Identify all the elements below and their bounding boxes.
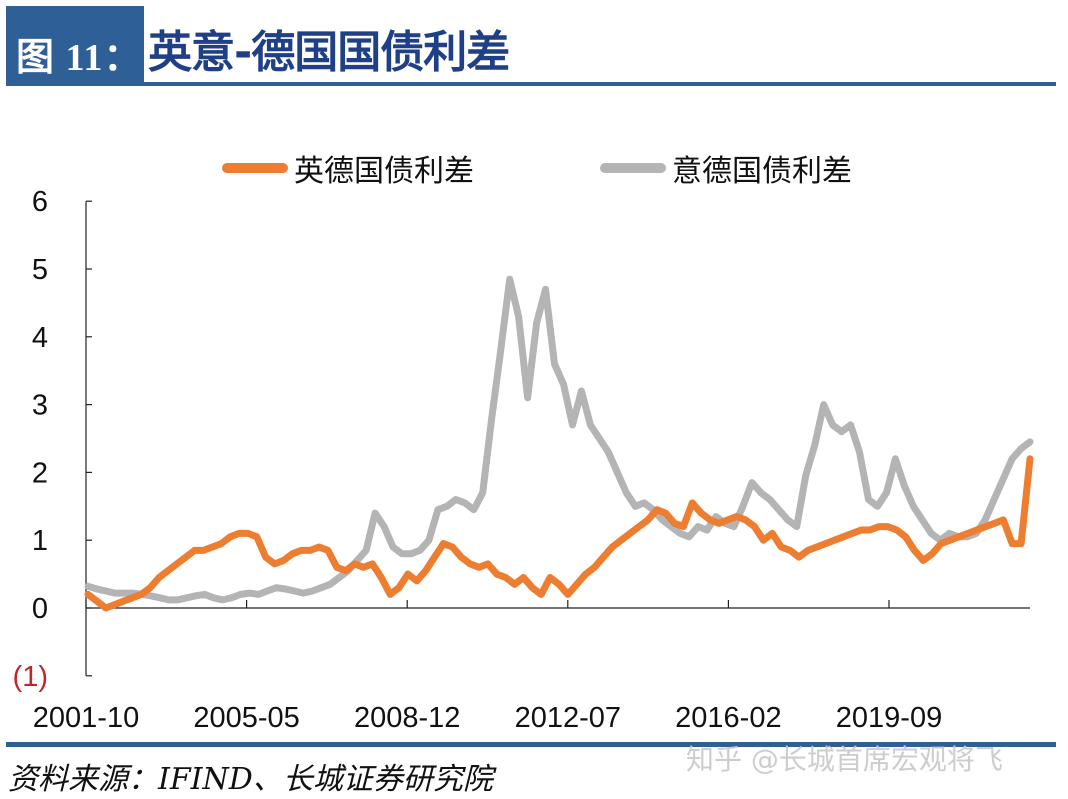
x-tick-label: 2005-05 (193, 702, 299, 734)
series-uk-de-line (84, 455, 1034, 612)
figure-label: 图 11： (16, 37, 143, 79)
legend-swatch-gray (600, 163, 666, 173)
chart-legend: 英德国债利差 意德国债利差 (0, 146, 1068, 189)
title-divider (6, 82, 1056, 86)
x-tick-label: 2001-10 (33, 702, 139, 734)
x-tick-label: 2016-02 (675, 702, 781, 734)
legend-item-uk-de: 英德国债利差 (222, 146, 474, 190)
x-tick-label: 2019-09 (836, 702, 942, 734)
y-axis: 6 5 4 3 2 1 0 (1) (13, 186, 92, 693)
y-tick-label: 5 (32, 254, 48, 286)
figure-label-box: 图 11： (6, 6, 144, 84)
y-tick-label: 3 (32, 390, 48, 422)
y-tick-label: 1 (32, 525, 48, 557)
legend-label: 意德国债利差 (672, 154, 852, 189)
y-tick-label: 6 (32, 186, 48, 218)
page-title: 英意-德国国债利差 (148, 27, 510, 78)
x-tick-label: 2012-07 (515, 702, 621, 734)
legend-swatch-orange (222, 163, 288, 173)
legend-item-it-de: 意德国债利差 (600, 146, 852, 190)
legend-label: 英德国债利差 (294, 154, 474, 189)
x-tick-label: 2008-12 (354, 702, 460, 734)
y-tick-label: (1) (13, 661, 48, 693)
chart-series (84, 275, 1034, 612)
y-tick-label: 0 (32, 593, 48, 625)
source-note: 资料来源：IFIND、长城证券研究院 (8, 762, 493, 797)
series-it-de-line (84, 275, 1034, 604)
footer-divider (6, 742, 1056, 747)
watermark: 知乎 @长城首席宏观将飞 (686, 743, 1003, 776)
x-axis: 2001-10 2005-05 2008-12 2012-07 2016-02 2019-… (33, 600, 1030, 734)
y-tick-label: 4 (32, 322, 48, 354)
y-tick-label: 2 (32, 457, 48, 489)
